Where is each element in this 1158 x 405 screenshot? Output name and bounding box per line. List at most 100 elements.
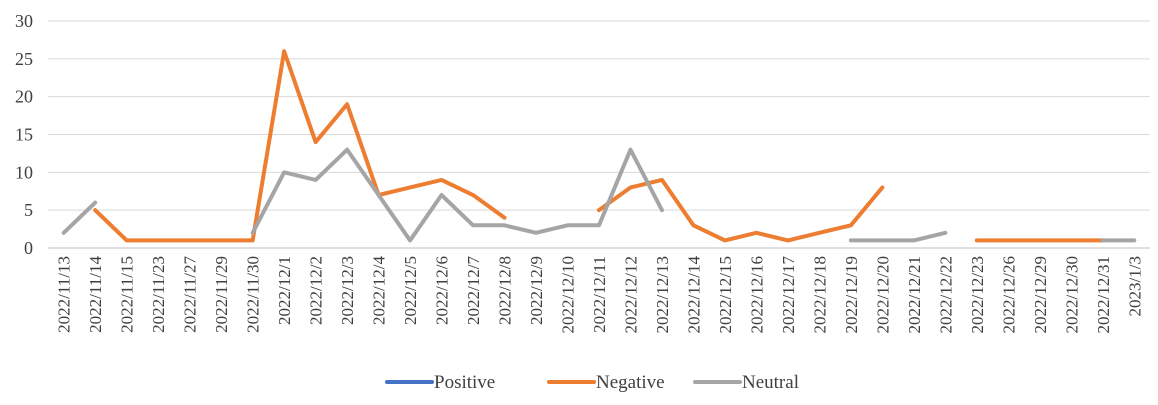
data-point xyxy=(156,238,160,242)
data-point xyxy=(188,238,192,242)
data-point xyxy=(817,231,821,235)
data-point xyxy=(597,223,601,227)
gridlines xyxy=(48,20,1150,249)
series-line-segment xyxy=(61,200,98,235)
data-point xyxy=(534,231,538,235)
y-tick-label: 30 xyxy=(15,11,33,31)
data-point xyxy=(282,49,286,53)
x-tick-label: 2022/12/19 xyxy=(842,256,861,333)
legend-label: Negative xyxy=(596,372,665,393)
x-tick-label: 2022/12/13 xyxy=(653,256,672,333)
data-point xyxy=(628,185,632,189)
data-point xyxy=(786,238,790,242)
data-point xyxy=(408,185,412,189)
x-tick-label: 2022/12/1 xyxy=(275,256,294,325)
data-point xyxy=(440,178,444,182)
x-axis-ticks: 2022/11/13 2022/11/14 2022/11/15 2022/11/23… xyxy=(55,256,1145,334)
data-point xyxy=(62,231,66,235)
data-point xyxy=(566,223,570,227)
data-point xyxy=(345,148,349,152)
y-tick-label: 5 xyxy=(24,200,33,220)
x-tick-label: 2022/12/4 xyxy=(370,256,389,325)
data-point xyxy=(219,238,223,242)
y-tick-label: 25 xyxy=(15,49,33,69)
x-tick-label: 2022/12/5 xyxy=(401,256,420,325)
x-tick-label: 2022/12/29 xyxy=(1031,256,1050,333)
y-tick-label: 0 xyxy=(24,238,33,258)
x-tick-label: 2022/12/16 xyxy=(747,256,766,333)
x-tick-label: 2022/12/12 xyxy=(621,256,640,333)
data-point xyxy=(754,231,758,235)
data-point xyxy=(660,178,664,182)
x-tick-label: 2023/1/3 xyxy=(1125,256,1144,316)
data-point xyxy=(1101,238,1105,242)
x-tick-label: 2022/11/29 xyxy=(212,256,231,333)
x-tick-label: 2022/12/31 xyxy=(1094,256,1113,333)
data-point xyxy=(849,223,853,227)
x-tick-label: 2022/12/8 xyxy=(496,256,515,325)
data-point xyxy=(1132,238,1136,242)
x-tick-label: 2022/12/26 xyxy=(999,256,1018,333)
data-point xyxy=(471,223,475,227)
legend-label: Neutral xyxy=(742,372,799,393)
data-point xyxy=(723,238,727,242)
legend: Positive Negative Neutral xyxy=(385,372,799,393)
series-neutral xyxy=(61,147,1137,243)
data-point xyxy=(93,208,97,212)
series-line-segment xyxy=(848,230,948,243)
x-tick-label: 2022/12/21 xyxy=(905,256,924,333)
data-point xyxy=(471,193,475,197)
legend-label: Positive xyxy=(434,372,495,393)
data-point xyxy=(125,238,129,242)
data-point xyxy=(1006,238,1010,242)
data-point xyxy=(251,231,255,235)
x-tick-label: 2022/12/2 xyxy=(307,256,326,325)
x-tick-label: 2022/12/17 xyxy=(779,256,798,334)
data-point xyxy=(975,238,979,242)
data-point xyxy=(628,148,632,152)
data-point xyxy=(912,238,916,242)
x-tick-label: 2022/12/15 xyxy=(716,256,735,333)
y-tick-label: 20 xyxy=(15,87,33,107)
data-point xyxy=(943,231,947,235)
series-line-segment xyxy=(250,147,664,243)
data-point xyxy=(880,185,884,189)
y-axis-ticks: 0 5 10 15 20 25 30 xyxy=(15,11,33,258)
data-point xyxy=(314,140,318,144)
data-point xyxy=(1069,238,1073,242)
data-point xyxy=(691,223,695,227)
data-point xyxy=(440,193,444,197)
series-lines xyxy=(61,49,1137,243)
data-point xyxy=(849,238,853,242)
legend-item-neutral: Neutral xyxy=(693,372,799,393)
y-tick-label: 10 xyxy=(15,162,33,182)
data-point xyxy=(345,102,349,106)
series-negative xyxy=(93,49,1105,243)
x-tick-label: 2022/12/9 xyxy=(527,256,546,325)
legend-item-positive: Positive xyxy=(385,372,495,393)
data-point xyxy=(251,238,255,242)
x-tick-label: 2022/12/7 xyxy=(464,256,483,325)
x-tick-label: 2022/12/6 xyxy=(433,256,452,325)
x-tick-label: 2022/12/3 xyxy=(338,256,357,325)
data-point xyxy=(282,170,286,174)
data-point xyxy=(377,193,381,197)
x-tick-label: 2022/11/30 xyxy=(244,256,263,333)
legend-item-negative: Negative xyxy=(547,372,665,393)
data-point xyxy=(93,201,97,205)
series-line-segment xyxy=(93,49,507,243)
x-tick-label: 2022/12/23 xyxy=(968,256,987,333)
x-tick-label: 2022/12/22 xyxy=(936,256,955,333)
x-tick-label: 2022/11/27 xyxy=(181,256,200,333)
x-tick-label: 2022/12/11 xyxy=(590,256,609,333)
x-tick-label: 2022/12/14 xyxy=(684,256,703,334)
data-point xyxy=(314,178,318,182)
data-point xyxy=(597,208,601,212)
x-tick-label: 2022/12/30 xyxy=(1062,256,1081,333)
data-point xyxy=(503,223,507,227)
data-point xyxy=(880,238,884,242)
data-point xyxy=(503,216,507,220)
data-point xyxy=(408,238,412,242)
x-tick-label: 2022/11/13 xyxy=(55,256,74,333)
